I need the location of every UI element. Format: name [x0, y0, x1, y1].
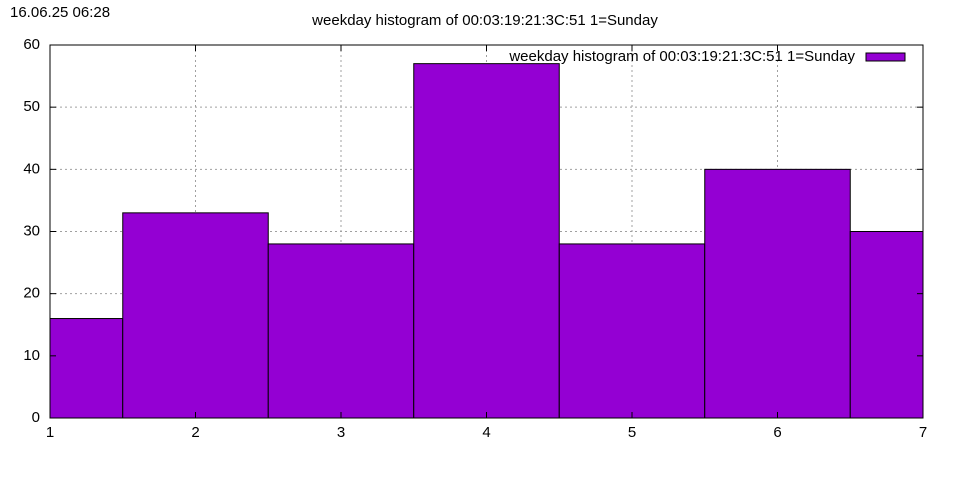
legend-label: weekday histogram of 00:03:19:21:3C:51 1…: [508, 48, 855, 65]
x-tick-label: 7: [919, 424, 927, 441]
x-tick-label: 3: [337, 424, 345, 441]
y-tick-label: 20: [23, 285, 40, 302]
bar: [50, 318, 124, 418]
labels: 0 10 20 30 40 50 60 1 2 3 4 5 6 7 weekday histogram of…: [23, 36, 927, 441]
bar: [413, 63, 560, 418]
x-tick-label: 6: [773, 424, 781, 441]
y-tick-label: 60: [23, 36, 40, 53]
bars: [50, 63, 923, 418]
chart-title: weekday histogram of 00:03:19:21:3C:51 1…: [311, 12, 658, 29]
x-tick-label: 5: [628, 424, 636, 441]
y-tick-label: 10: [23, 347, 40, 364]
x-tick-label: 1: [46, 424, 54, 441]
bar: [704, 168, 851, 418]
y-tick-label: 30: [23, 222, 40, 239]
bar: [122, 212, 269, 418]
bar: [849, 231, 923, 418]
y-tick-label: 0: [32, 409, 40, 426]
bar: [558, 243, 706, 418]
legend-swatch: [865, 52, 906, 62]
y-tick-label: 40: [23, 160, 40, 177]
x-tick-label: 2: [191, 424, 199, 441]
x-tick-label: 4: [482, 424, 490, 441]
timestamp: 16.06.25 06:28: [10, 4, 110, 21]
bar: [267, 243, 415, 418]
y-tick-label: 50: [23, 98, 40, 115]
